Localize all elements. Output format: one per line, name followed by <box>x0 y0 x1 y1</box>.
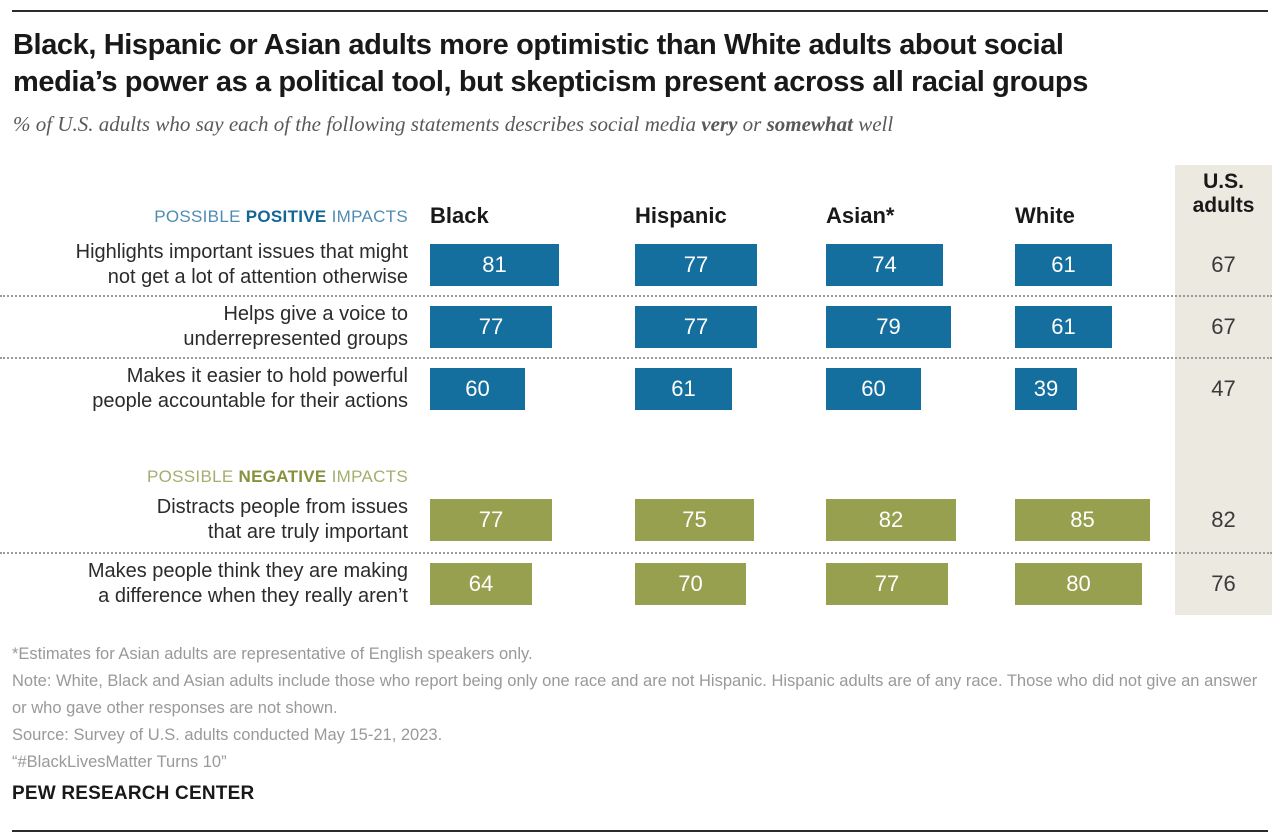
bar-value: 85 <box>1070 507 1095 532</box>
bar-black-row5: 64 <box>430 563 532 605</box>
bar-asian-row1: 74 <box>826 244 943 286</box>
dotted-divider <box>0 552 1272 554</box>
bar-asian-row5: 77 <box>826 563 948 605</box>
subtitle-emphasis-somewhat: somewhat <box>766 112 853 136</box>
us-adults-value: 82 <box>1211 507 1236 532</box>
bar-black-row4: 77 <box>430 499 552 541</box>
subtitle-emphasis-very: very <box>701 112 738 136</box>
bar-white-row2: 61 <box>1015 306 1112 348</box>
bar-value: 61 <box>1051 314 1076 339</box>
dotted-divider <box>0 295 1272 297</box>
bar-value: 39 <box>1033 376 1059 401</box>
bar-value: 60 <box>465 376 490 401</box>
bar-value: 70 <box>678 571 703 596</box>
bar-hispanic-row3: 61 <box>635 368 732 410</box>
footnote-line: Note: White, Black and Asian adults incl… <box>12 672 1258 717</box>
bar-asian-row4: 82 <box>826 499 956 541</box>
chart-title-line1: Black, Hispanic or Asian adults more opt… <box>13 29 1064 61</box>
footnote-line: Source: Survey of U.S. adults conducted … <box>12 726 443 744</box>
chart-title-line2: media’s power as a political tool, but s… <box>13 66 1088 98</box>
column-header-black: Black <box>430 203 489 228</box>
section-header-text: POSSIBLE <box>146 467 239 486</box>
us-adults-column-band <box>1175 165 1272 615</box>
section-header-text: POSSIBLE <box>154 207 246 226</box>
subtitle-text: well <box>852 112 894 136</box>
bar-value: 64 <box>468 571 494 596</box>
bar-hispanic-row2: 77 <box>635 306 757 348</box>
bar-asian-row3: 60 <box>826 368 921 410</box>
chart-title: Black, Hispanic or Asian adults more opt… <box>13 27 1263 101</box>
bar-value: 77 <box>478 507 504 532</box>
bar-white-row3: 39 <box>1015 368 1077 410</box>
bar-value: 77 <box>683 314 709 339</box>
bar-black-row1: 81 <box>430 244 559 286</box>
row-label: Makes it easier to hold powerful people … <box>92 365 408 412</box>
row-label: Highlights important issues that might n… <box>75 241 408 288</box>
section-header-emphasis: POSITIVE <box>245 207 327 226</box>
us-adults-value: 67 <box>1211 252 1236 277</box>
bar-value: 81 <box>482 252 507 277</box>
us-adults-value: 76 <box>1211 571 1236 596</box>
bar-black-row2: 77 <box>430 306 552 348</box>
bottom-rule <box>12 830 1268 832</box>
dotted-divider <box>0 357 1272 359</box>
section-header-text: IMPACTS <box>326 467 408 486</box>
bar-value: 82 <box>878 507 904 532</box>
bar-asian-row2: 79 <box>826 306 951 348</box>
bar-hispanic-row4: 75 <box>635 499 754 541</box>
bar-value: 75 <box>682 507 707 532</box>
row-label: Makes people think they are making a dif… <box>87 560 408 607</box>
us-adults-value: 67 <box>1211 314 1236 339</box>
bar-hispanic-row5: 70 <box>635 563 746 605</box>
bar-value: 80 <box>1066 571 1091 596</box>
column-header-hispanic: Hispanic <box>635 203 727 228</box>
bar-hispanic-row1: 77 <box>635 244 757 286</box>
row-label: Helps give a voice to underrepresented g… <box>183 303 408 350</box>
top-rule <box>12 10 1268 12</box>
bar-value: 77 <box>683 252 709 277</box>
bar-white-row5: 80 <box>1015 563 1142 605</box>
bar-value: 79 <box>876 314 901 339</box>
subtitle-text: or <box>737 112 767 136</box>
bar-value: 77 <box>874 571 900 596</box>
bar-value: 77 <box>478 314 504 339</box>
bar-value: 60 <box>861 376 886 401</box>
bar-value: 61 <box>671 376 696 401</box>
column-header-asian: Asian* <box>826 203 895 228</box>
footnote-line: “#BlackLivesMatter Turns 10” <box>12 753 227 771</box>
footnote-line: *Estimates for Asian adults are represen… <box>12 645 533 663</box>
section-header-negative: POSSIBLE NEGATIVE IMPACTS <box>0 467 408 487</box>
subtitle-text: % of U.S. adults who say each of the fol… <box>13 112 702 136</box>
chart-subtitle: % of U.S. adults who say each of the fol… <box>13 112 1263 137</box>
bar-black-row3: 60 <box>430 368 525 410</box>
column-header-us-adults: U.S. adults <box>1192 170 1255 217</box>
column-header-white: White <box>1015 203 1075 228</box>
bar-value: 61 <box>1051 252 1076 277</box>
bar-white-row4: 85 <box>1015 499 1150 541</box>
section-header-positive: POSSIBLE POSITIVE IMPACTS <box>0 207 408 227</box>
pew-research-center-wordmark: PEW RESEARCH CENTER <box>12 783 255 804</box>
section-header-text: IMPACTS <box>326 207 408 226</box>
row-label: Distracts people from issues that are tr… <box>156 496 408 543</box>
bar-white-row1: 61 <box>1015 244 1112 286</box>
footnotes: *Estimates for Asian adults are represen… <box>12 641 1274 776</box>
section-header-emphasis: NEGATIVE <box>238 467 327 486</box>
us-adults-value: 47 <box>1211 376 1236 401</box>
bar-value: 74 <box>872 252 897 277</box>
